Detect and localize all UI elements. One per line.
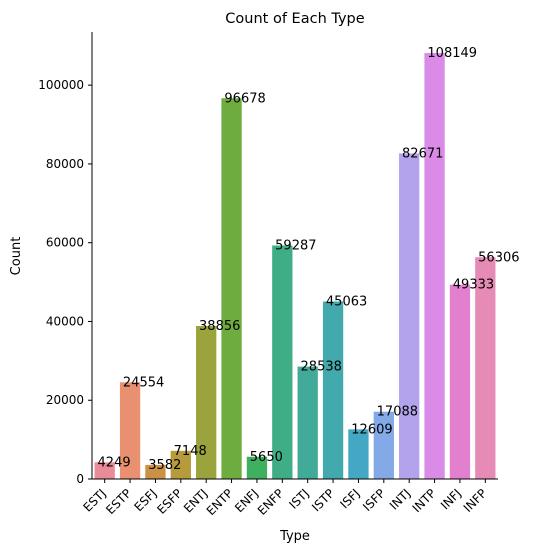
value-label-istj: 28538 <box>301 360 342 375</box>
bar-isfj <box>348 429 369 479</box>
bar-infp <box>475 257 496 479</box>
x-tick-label-intp: INTP <box>410 486 439 515</box>
value-label-isfj: 12609 <box>351 422 392 437</box>
bar-estj <box>94 462 115 479</box>
value-label-intp: 108149 <box>427 46 477 61</box>
value-label-intj: 82671 <box>402 146 443 161</box>
x-tick-label-enfp: ENFP <box>255 486 287 518</box>
x-tick-label-isfj: ISFJ <box>337 486 362 511</box>
y-axis-title: Count <box>9 237 24 276</box>
bar-enfj <box>246 456 268 479</box>
x-tick-label-estj: ESTJ <box>80 486 108 514</box>
x-tick-label-isfp: ISFP <box>360 486 388 514</box>
bar-infj <box>449 284 471 479</box>
bar-esfp <box>170 450 191 479</box>
bar-isfp <box>373 411 394 479</box>
value-label-estj: 4249 <box>98 455 131 470</box>
x-tick-label-istp: ISTP <box>309 486 337 514</box>
value-label-esfj: 3582 <box>148 458 181 473</box>
bar-entp <box>221 98 242 479</box>
bar-intp <box>424 53 445 479</box>
y-tick-label: 0 <box>76 472 84 486</box>
value-label-istp: 45063 <box>326 295 367 310</box>
value-label-enfp: 59287 <box>275 239 316 254</box>
value-label-infj: 49333 <box>453 278 494 293</box>
chart-title: Count of Each Type <box>225 11 364 27</box>
y-tick-label: 100000 <box>38 78 84 92</box>
x-tick-label-esfj: ESFJ <box>132 486 160 514</box>
x-axis-title: Type <box>279 529 310 544</box>
bar-intj <box>399 153 420 479</box>
bar-esfj <box>145 464 166 479</box>
bar-istj <box>297 366 318 479</box>
bar-entj <box>196 325 217 479</box>
value-label-entj: 38856 <box>199 319 240 334</box>
y-tick-label: 80000 <box>46 157 84 171</box>
y-tick-label: 20000 <box>46 393 84 407</box>
y-tick-label: 40000 <box>46 314 84 328</box>
value-label-isfp: 17088 <box>377 405 418 420</box>
value-label-entp: 96678 <box>224 91 265 106</box>
bar-istp <box>322 301 344 479</box>
x-tick-label-infj: INFJ <box>438 486 464 512</box>
y-tick-label: 60000 <box>46 236 84 250</box>
value-label-esfp: 7148 <box>174 444 207 459</box>
bars-layer <box>94 53 496 479</box>
x-tick-label-infp: INFP <box>461 486 490 515</box>
value-label-infp: 56306 <box>478 250 519 265</box>
y-ticks-layer: 0 20000 40000 60000 80000 100000 <box>38 78 92 486</box>
x-tick-label-esfp: ESFP <box>154 486 185 517</box>
x-tick-label-estp: ESTP <box>103 486 134 517</box>
value-label-enfj: 5650 <box>250 450 283 465</box>
x-tick-label-intj: INTJ <box>387 486 413 512</box>
x-tick-label-istj: ISTJ <box>286 486 311 511</box>
value-label-estp: 24554 <box>123 375 164 390</box>
bar-enfp <box>272 245 293 479</box>
bar-estp <box>119 382 141 479</box>
x-tick-label-entp: ENTP <box>204 486 236 518</box>
